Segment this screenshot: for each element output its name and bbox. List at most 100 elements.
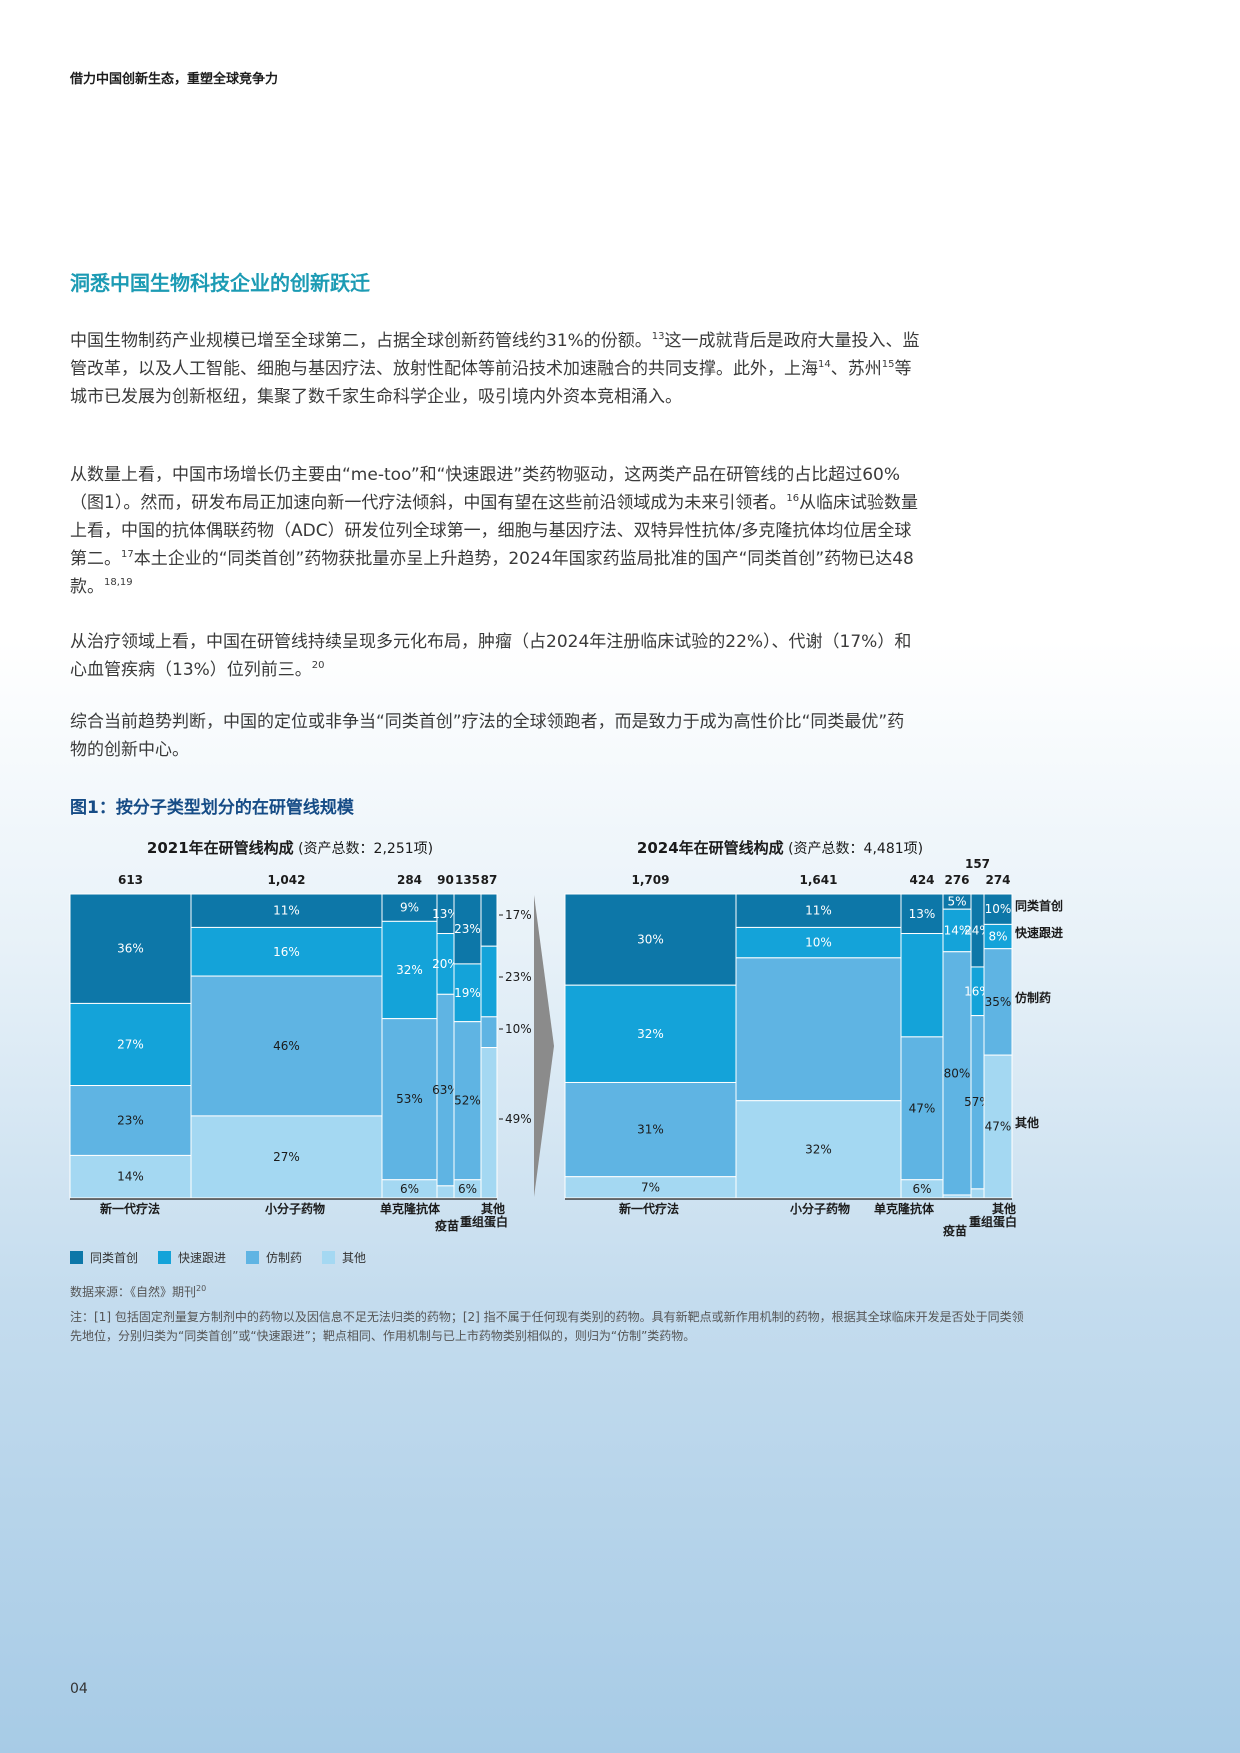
segment-label: 7%: [641, 1180, 660, 1194]
paragraph-3: 从治疗领域上看，中国在研管线持续呈现多元化布局，肿瘤（占2024年注册临床试验的…: [70, 628, 920, 684]
legend-swatch: [158, 1251, 172, 1264]
segment-3: [69, 1154, 192, 1199]
paragraph-text: 、苏州: [830, 359, 882, 379]
column-total: 613: [118, 873, 143, 887]
chart-title-main: 2024年在研管线构成: [637, 839, 784, 857]
footnote-ref: 15: [881, 359, 895, 370]
legend-swatch: [70, 1251, 83, 1264]
segment-3: [735, 1100, 902, 1199]
category-label: 单克隆抗体: [380, 1201, 441, 1216]
segment-3: [983, 1054, 1013, 1199]
running-header: 借力中国创新生态，重塑全球竞争力: [70, 72, 279, 87]
footnote-ref: 13: [651, 331, 665, 342]
category-label: 新一代疗法: [619, 1201, 679, 1216]
segment-0: [480, 893, 498, 947]
chart-title: 2024年在研管线构成 (资产总数：4,481项): [637, 839, 923, 857]
segment-3: [480, 1047, 498, 1199]
paragraph-text: 从治疗领域上看，中国在研管线持续呈现多元化布局，肿瘤（占2024年注册临床试验的…: [70, 632, 912, 680]
legend-item: 快速跟进: [158, 1249, 226, 1266]
column-total: 1,709: [632, 873, 670, 887]
column-total: 1,641: [800, 873, 838, 887]
column-total: 135: [455, 873, 480, 887]
segment-label: 46%: [273, 1039, 300, 1053]
segment-label: 8%: [988, 930, 1007, 944]
column-total: 424: [909, 873, 934, 887]
legend-item: 仿制药: [246, 1249, 302, 1266]
segment-label: 53%: [396, 1092, 423, 1106]
side-label: 17%: [505, 908, 532, 922]
segment-label: 6%: [458, 1182, 477, 1196]
legend-swatch: [246, 1251, 260, 1264]
segment-label: 10%: [985, 902, 1012, 916]
segment-0: [900, 893, 944, 935]
segment-label: 32%: [805, 1142, 832, 1156]
segment-label: 35%: [985, 995, 1012, 1009]
segment-label: 14%: [944, 923, 971, 937]
segment-1: [564, 984, 737, 1083]
segment-0: [564, 893, 737, 986]
category-label: 新一代疗法: [100, 1201, 160, 1216]
segment-1: [190, 926, 383, 977]
segment-label: 14%: [117, 1170, 144, 1184]
segment-label: 19%: [454, 986, 481, 1000]
legend-label: 同类首创: [90, 1251, 139, 1265]
column-total: 1,042: [268, 873, 306, 887]
segment-label: 32%: [396, 963, 423, 977]
segment-1: [735, 926, 902, 959]
chart-subtitle: (资产总数：4,481项): [784, 841, 923, 857]
segment-label: 31%: [637, 1123, 664, 1137]
segment-label: 16%: [273, 945, 300, 959]
footnote-ref: 16: [786, 493, 800, 504]
segment-1: [900, 933, 944, 1038]
chart-legend: 同类首创 快速跟进 仿制药 其他: [70, 1249, 366, 1266]
data-source: 数据来源：《自然》期刊20: [70, 1284, 207, 1300]
segment-2: [480, 1016, 498, 1049]
segment-0: [69, 893, 192, 1004]
column-total: 157: [965, 857, 990, 871]
segment-3: [436, 1185, 455, 1199]
legend-label: 仿制药: [266, 1251, 303, 1265]
segment-label: 10%: [805, 936, 832, 950]
figure-title: 图1：按分子类型划分的在研管线规模: [70, 798, 354, 818]
segment-label: 47%: [909, 1101, 936, 1115]
segment-2: [453, 1021, 482, 1181]
footnote-ref: 17: [121, 549, 134, 560]
chart-subtitle: (资产总数：2,251项): [294, 841, 433, 857]
category-label: 单克隆抗体: [874, 1201, 935, 1216]
segment-0: [453, 893, 482, 965]
segment-label: 32%: [637, 1027, 664, 1041]
segment-0: [735, 893, 902, 928]
paragraph-2: 从数量上看，中国市场增长仍主要由“me-too”和“快速跟进”类药物驱动，这两类…: [70, 461, 920, 601]
series-name-label: 仿制药: [1015, 990, 1051, 1005]
category-label: 小分子药物: [265, 1201, 325, 1216]
footnote-ref: 14: [818, 359, 831, 370]
paragraph-text: 从数量上看，中国市场增长仍主要由“me-too”和“快速跟进”类药物驱动，这两类…: [70, 465, 901, 513]
segment-label: 30%: [637, 933, 664, 947]
segment-2: [381, 1018, 438, 1181]
segment-label: 6%: [400, 1182, 419, 1196]
segment-3: [190, 1115, 383, 1199]
page-number: 04: [70, 1681, 88, 1697]
column-total: 87: [481, 873, 498, 887]
segment-3: [970, 1188, 985, 1199]
series-name-label: 同类首创: [1015, 898, 1063, 913]
category-label: 疫苗: [943, 1223, 967, 1238]
category-label: 重组蛋白: [460, 1214, 508, 1229]
segment-label: 52%: [454, 1094, 481, 1108]
transition-arrow-icon: [534, 895, 554, 1197]
paragraph-text: 中国生物制药产业规模已增至全球第二，占据全球创新药管线约31%的份额。: [70, 331, 652, 351]
footnote-ref: 18,19: [104, 577, 133, 588]
category-label: 其他: [992, 1201, 1016, 1216]
side-label: 49%: [505, 1112, 532, 1126]
pipeline-marimekko-charts: 2021年在研管线构成 (资产总数：2,251项) 613 36% 27% 23% 14%…: [69, 839, 1063, 1238]
legend-label: 其他: [342, 1251, 367, 1265]
column-total: 276: [944, 873, 969, 887]
segment-label: 23%: [117, 1113, 144, 1127]
segment-1: [983, 923, 1013, 950]
segment-label: 13%: [909, 907, 936, 921]
category-label: 其他: [481, 1201, 505, 1216]
section-title: 洞悉中国生物科技企业的创新跃迁: [70, 271, 370, 295]
segment-2: [942, 951, 972, 1196]
chart-title-main: 2021年在研管线构成: [147, 839, 294, 857]
side-label: 10%: [505, 1022, 532, 1036]
